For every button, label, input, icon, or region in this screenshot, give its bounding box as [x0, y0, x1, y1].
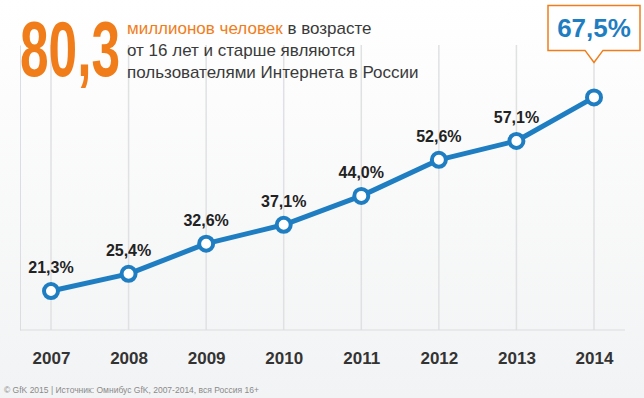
- x-tick-label: 2009: [188, 349, 226, 368]
- x-tick-label: 2013: [498, 349, 536, 368]
- subtitle: миллионов человекв возрасте от 16 лет и с…: [127, 19, 419, 82]
- x-axis-line: [20, 330, 625, 331]
- callout-box: [548, 5, 640, 62]
- marker: [44, 284, 58, 298]
- x-tick: 2009: [188, 330, 226, 368]
- subtitle-line: от 16 лет и старше являются: [127, 41, 355, 60]
- chart-container: 2007 2008 2009 2010 2011 2012 2013 2014 21,3% 25,…: [0, 0, 644, 398]
- x-tick-label: 2014: [576, 349, 614, 368]
- data-label: 21,3%: [28, 259, 73, 276]
- x-tick: 2008: [110, 330, 148, 368]
- x-tick-label: 2012: [420, 349, 458, 368]
- data-label: 37,1%: [261, 193, 306, 210]
- x-tick: 2011: [343, 330, 380, 368]
- x-tick-label: 2007: [33, 349, 71, 368]
- marker: [587, 90, 601, 104]
- grid-line: [438, 45, 440, 330]
- background: [0, 0, 644, 398]
- subtitle-rest: в возрасте: [287, 19, 371, 38]
- data-label: 32,6%: [183, 212, 228, 229]
- title: 80,3: [20, 5, 120, 93]
- chart-svg: 2007 2008 2009 2010 2011 2012 2013 2014 21,3% 25,…: [0, 0, 644, 398]
- x-tick: 2014: [576, 330, 614, 368]
- data-labels: 21,3% 25,4% 32,6% 37,1% 44,0% 52,6% 57,1% 67,5%: [28, 5, 640, 276]
- data-label: 25,4%: [106, 242, 151, 259]
- x-tick-label: 2010: [265, 349, 303, 368]
- marker: [277, 218, 291, 232]
- marker: [354, 189, 368, 203]
- marker: [199, 237, 213, 251]
- marker: [509, 134, 523, 148]
- grid-line: [593, 45, 595, 330]
- subtitle-highlight: миллионов человек: [127, 19, 283, 38]
- subtitle-line: миллионов человекв возрасте: [127, 19, 372, 38]
- x-tick: 2007: [33, 330, 71, 368]
- grid-line: [516, 45, 518, 330]
- source: © GfK 2015 | Источник: Омнибус GfK, 2007…: [4, 385, 259, 395]
- grid-line: [128, 45, 130, 330]
- x-tick: 2012: [420, 330, 458, 368]
- grid-line: [205, 45, 207, 330]
- x-tick: 2010: [265, 330, 303, 368]
- x-tick-label: 2011: [343, 349, 380, 368]
- x-tick: 2013: [498, 330, 536, 368]
- data-label: 52,6%: [416, 128, 461, 145]
- data-label: 44,0%: [339, 164, 384, 181]
- subtitle-line: пользователями Интернета в России: [127, 63, 419, 82]
- marker: [432, 153, 446, 167]
- data-label: 67,5%: [557, 13, 631, 43]
- marker: [122, 267, 136, 281]
- marks: [44, 90, 601, 298]
- x-tick-label: 2008: [110, 349, 148, 368]
- data-label: 57,1%: [494, 109, 539, 126]
- line: [51, 97, 594, 291]
- x-axis: 2007 2008 2009 2010 2011 2012 2013 2014: [20, 330, 625, 368]
- grid-line: [283, 45, 285, 330]
- grid: [51, 45, 594, 330]
